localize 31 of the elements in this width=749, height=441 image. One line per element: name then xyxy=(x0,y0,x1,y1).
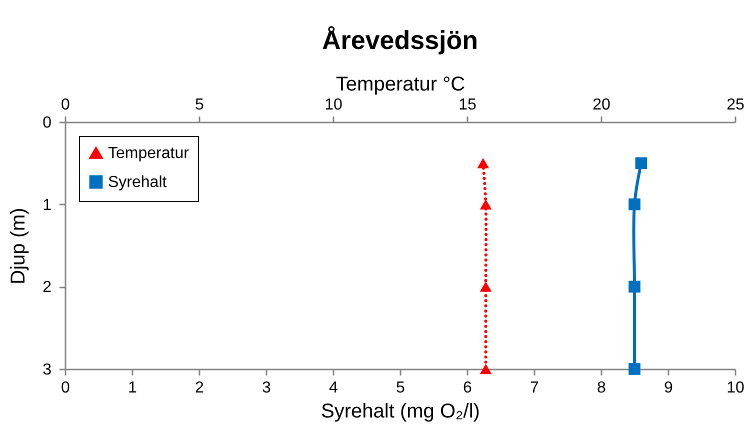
y-tick-label: 2 xyxy=(42,279,52,296)
legend-label: Syrehalt xyxy=(108,174,168,191)
point xyxy=(635,157,648,170)
x2-tick-label: 25 xyxy=(726,96,744,114)
point xyxy=(628,363,640,375)
x-tick-label: 9 xyxy=(664,380,674,396)
x2-tick-label: 20 xyxy=(592,96,610,114)
x2-tick-label: 10 xyxy=(324,96,342,114)
x2-axis-title: Temperatur °C xyxy=(336,74,466,96)
x-tick-label: 3 xyxy=(262,380,272,396)
x-tick-label: 10 xyxy=(726,380,744,396)
x2-tick-label: 5 xyxy=(195,96,204,114)
y-tick-label: 0 xyxy=(42,114,52,132)
x-tick-label: 6 xyxy=(463,380,472,396)
x2-tick-label: 15 xyxy=(458,96,476,114)
x-tick-label: 0 xyxy=(61,380,70,396)
point xyxy=(628,280,640,293)
x-tick-label: 4 xyxy=(329,380,338,396)
y-tick-label: 1 xyxy=(42,196,52,214)
x-tick-label: 5 xyxy=(396,380,406,396)
x-axis-title: Syrehalt (mg O₂/l) xyxy=(321,400,480,422)
y-axis-title: Djup (m) xyxy=(8,208,30,284)
x2-tick-label: 0 xyxy=(61,96,70,114)
chart-title: Årevedssjön xyxy=(322,25,478,55)
x-tick-label: 2 xyxy=(195,380,204,396)
legend-label: Temperatur xyxy=(108,145,190,162)
point xyxy=(628,198,640,210)
x-tick-label: 8 xyxy=(597,380,606,396)
x-tick-label: 7 xyxy=(530,380,540,396)
y-tick-label: 3 xyxy=(42,362,52,378)
x-tick-label: 1 xyxy=(128,380,138,396)
